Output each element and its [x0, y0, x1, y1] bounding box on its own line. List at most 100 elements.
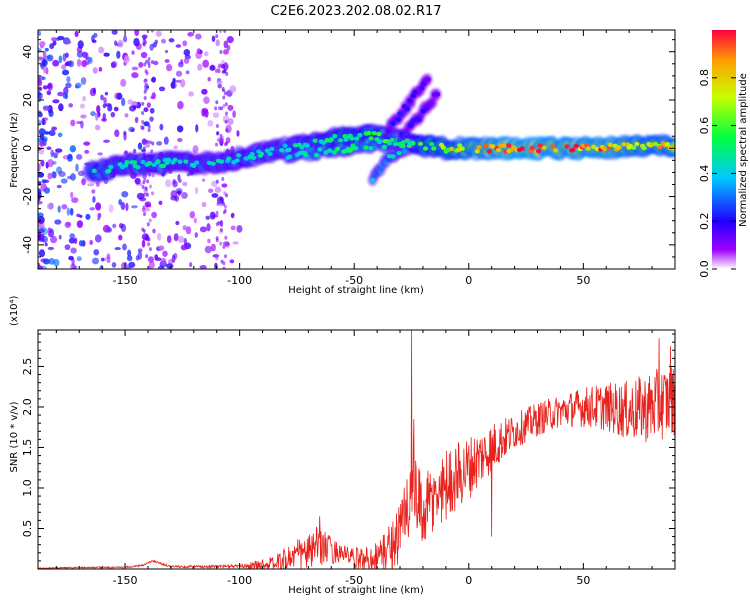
noise-dot: [69, 233, 76, 239]
trace-core: [652, 141, 659, 147]
trace-core: [304, 143, 310, 148]
trace-core: [591, 144, 597, 150]
noise-dot: [207, 76, 211, 82]
noise-dot: [58, 103, 64, 112]
noise-dot: [225, 71, 229, 76]
trace-core: [177, 159, 183, 164]
noise-dot: [232, 241, 239, 245]
trace-core: [585, 146, 591, 151]
noise-dot: [212, 112, 220, 118]
trace-core: [332, 133, 338, 139]
noise-dot: [121, 191, 129, 198]
noise-dot: [215, 236, 219, 241]
noise-dot: [223, 40, 229, 49]
noise-dot: [134, 116, 139, 124]
noise-dot: [220, 135, 224, 140]
noise-dot: [78, 240, 84, 247]
noise-dot: [177, 137, 183, 142]
noise-dot: [141, 110, 145, 115]
noise-dot: [166, 64, 173, 72]
trace-core: [91, 168, 97, 174]
noise-dot: [131, 66, 139, 71]
noise-dot: [219, 202, 223, 207]
noise-dot: [141, 239, 146, 248]
noise-dot: [135, 255, 140, 261]
x-tick-label: 0: [465, 274, 472, 287]
noise-dot: [141, 119, 145, 124]
trace-core: [400, 140, 406, 145]
noise-dot: [125, 202, 129, 212]
noise-dot: [219, 30, 223, 33]
noise-dot: [47, 246, 55, 251]
noise-dot: [215, 222, 219, 227]
noise-dot: [225, 111, 229, 116]
noise-dot: [75, 163, 79, 172]
noise-dot: [133, 148, 137, 154]
trace-core: [616, 145, 622, 150]
noise-dot: [216, 80, 223, 85]
noise-dot: [92, 257, 100, 265]
noise-dot: [113, 106, 119, 112]
trace-core: [371, 130, 377, 136]
noise-dot: [58, 55, 63, 64]
noise-dot: [201, 178, 206, 182]
noise-dot: [85, 213, 91, 220]
noise-dot: [180, 244, 188, 251]
trace-core: [422, 146, 429, 151]
noise-dot: [82, 51, 88, 58]
trace-core: [476, 145, 482, 150]
noise-dot: [195, 124, 199, 133]
noise-dot: [155, 30, 162, 37]
trace-core: [354, 136, 360, 141]
noise-dot: [47, 83, 52, 89]
noise-dot: [81, 60, 88, 68]
snr-series-line: [38, 330, 675, 569]
noise-dot: [105, 103, 112, 107]
noise-dot: [217, 69, 221, 74]
y-tick-label: 40: [21, 45, 34, 59]
x-tick-label: 50: [576, 574, 590, 587]
noise-dot: [91, 189, 96, 194]
noise-dot: [232, 110, 236, 118]
noise-dot: [225, 141, 229, 146]
trace-core: [368, 136, 374, 141]
noise-dot: [97, 152, 103, 156]
trace-core: [337, 138, 344, 143]
trace-core: [419, 85, 425, 91]
noise-dot: [41, 179, 50, 184]
noise-dot: [38, 234, 42, 241]
noise-dot: [214, 106, 218, 111]
noise-dot: [215, 179, 219, 184]
noise-dot: [67, 155, 73, 162]
spectrogram-noise: [38, 30, 243, 269]
noise-dot: [187, 32, 194, 37]
trace-core: [535, 148, 542, 154]
colorbar-gradient: [712, 30, 736, 269]
trace-core: [264, 148, 270, 153]
noise-dot: [236, 224, 243, 233]
trace-core: [363, 145, 369, 150]
trace-core: [210, 161, 216, 166]
trace-core: [155, 159, 161, 164]
trace-core: [267, 151, 273, 157]
trace-core: [286, 147, 292, 152]
trace-core: [206, 160, 212, 165]
trace-core: [621, 142, 627, 147]
noise-dot: [158, 86, 166, 92]
noise-dot: [137, 142, 143, 150]
noise-dot: [126, 266, 131, 269]
noise-dot: [144, 186, 148, 191]
noise-dot: [61, 64, 67, 70]
noise-dot: [207, 238, 211, 244]
trace-core: [501, 143, 507, 148]
noise-dot: [50, 149, 54, 158]
noise-dot: [118, 234, 123, 241]
trace-core: [234, 158, 240, 163]
noise-dot: [143, 107, 149, 113]
noise-dot: [171, 254, 176, 264]
noise-dot: [134, 177, 141, 185]
trace-core: [124, 159, 130, 165]
noise-dot: [210, 243, 216, 252]
noise-dot: [151, 92, 156, 100]
noise-dot: [62, 92, 68, 99]
